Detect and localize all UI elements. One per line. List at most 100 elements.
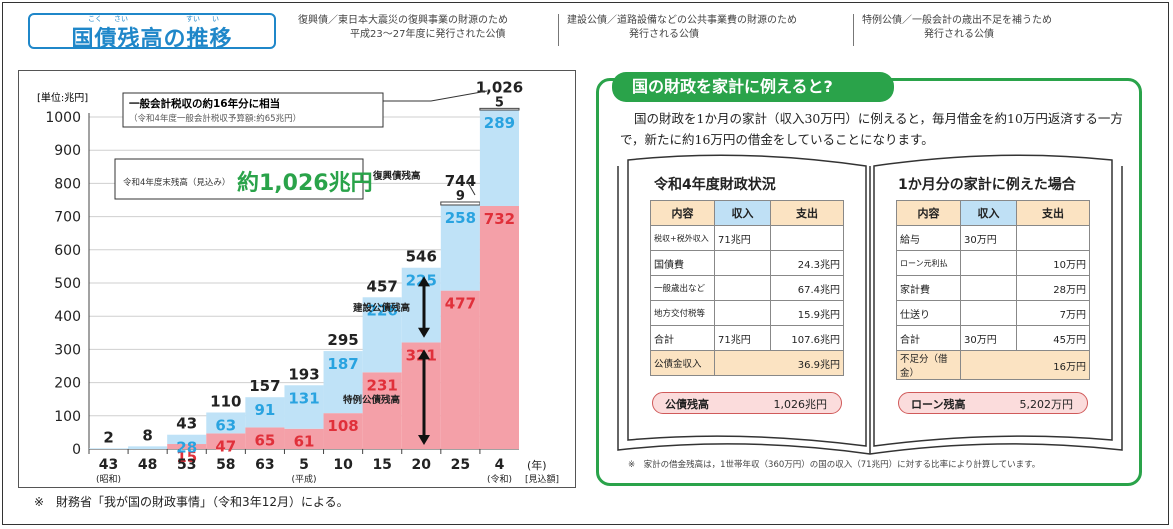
y-tick-label: 1000 — [45, 110, 81, 126]
bar-fukko — [479, 107, 520, 111]
bar-kensetsu — [206, 412, 246, 434]
x-tick-label: 53 — [177, 457, 196, 473]
label-total: 1,026 — [476, 78, 523, 96]
title-ruby-2: さい — [114, 15, 128, 23]
bar-tokurei — [362, 372, 402, 449]
callout-sub: （令和4年度一般会計税収予算額:約65兆円） — [129, 113, 301, 124]
callout-main: 一般会計税収の約16年分に相当 — [129, 97, 280, 110]
bar-kensetsu — [245, 397, 285, 428]
bar-kensetsu — [89, 448, 129, 449]
y-tick-label: 300 — [54, 342, 81, 358]
label-total: 744 — [445, 172, 476, 190]
table-header: 支出 — [770, 200, 844, 226]
bar-tokurei — [284, 428, 324, 449]
definition-line1: ／道路設備などの公共事業費の財源のため — [607, 15, 797, 26]
total-box — [114, 158, 364, 200]
x-tick-label: 63 — [255, 457, 274, 473]
x-tick-label: 48 — [138, 457, 157, 473]
definition-term: 特例公債 — [862, 15, 902, 26]
arrow-tokurei-head — [418, 349, 430, 360]
x-tick-label: 20 — [412, 457, 432, 473]
definition-line1: ／東日本大震災の復興事業の財源のため — [328, 15, 508, 26]
label-kensetsu: 28 — [176, 439, 197, 457]
x-suffix-2: [見込額] — [525, 473, 559, 485]
label-tokurei: 65 — [254, 431, 275, 449]
table-header: 収入 — [714, 200, 771, 226]
table-header: 内容 — [650, 200, 715, 226]
bar-tokurei — [401, 342, 441, 449]
y-tick-label: 900 — [54, 143, 81, 159]
table-row: 不足分（借金） 16万円 — [896, 350, 1090, 380]
annotation-kensetsu: 建設公債残高 — [352, 302, 411, 314]
y-tick-label: 600 — [54, 243, 81, 259]
table-row: ローン元利払 10万円 — [896, 250, 1090, 276]
title-box: こく さい すい い 国債残高の推移 — [28, 13, 276, 52]
balance-label: ローン残高 — [911, 398, 966, 411]
label-total: 43 — [176, 415, 197, 433]
bar-kensetsu — [284, 385, 324, 429]
arrow-kensetsu-tail — [418, 327, 430, 338]
bar-kensetsu — [323, 351, 363, 414]
bar-tokurei — [479, 205, 519, 449]
definition-fukko: 復興債／東日本大震災の復興事業の財源のため 平成23～27年度に発行された公債 — [298, 14, 508, 42]
label-kensetsu: 226 — [367, 301, 398, 319]
definition-term: 建設公債 — [567, 15, 607, 26]
bar-kensetsu — [479, 110, 519, 206]
era-label: (平成) — [291, 473, 316, 485]
label-tokurei: 732 — [484, 210, 515, 228]
bar-tokurei — [440, 290, 480, 449]
definition-line2: 発行される公債 — [629, 29, 699, 40]
label-total: 193 — [288, 365, 319, 383]
y-tick-label: 400 — [54, 309, 81, 325]
table-row: 合計 30万円 45万円 — [896, 325, 1090, 351]
y-tick-label: 700 — [54, 210, 81, 226]
label-tokurei: 108 — [327, 417, 358, 435]
table-row: 税収+税外収入 71兆円 — [650, 225, 844, 251]
balance-label: 公債残高 — [665, 398, 709, 411]
table-header: 内容 — [896, 200, 961, 226]
source-footnote: ※ 財務省「我が国の財政事情」（令和3年12月）による。 — [34, 495, 349, 509]
fukko-pointer — [466, 180, 476, 196]
label-tokurei: 61 — [294, 433, 315, 451]
bar-kensetsu — [440, 204, 480, 291]
label-kensetsu: 187 — [327, 355, 358, 373]
x-tick-label: 10 — [333, 457, 353, 473]
label-tokurei: 477 — [445, 295, 476, 313]
panel-note: ※ 家計の借金残高は，1世帯年収（360万円）の国の収入（71兆円）に対する比率… — [628, 460, 1041, 470]
definition-line2: 発行される公債 — [924, 29, 994, 40]
balance-value: 1,026兆円 — [773, 398, 828, 411]
era-label: (令和) — [487, 473, 512, 485]
era-label: (昭和) — [96, 474, 121, 485]
x-tick-label: 25 — [451, 457, 470, 473]
total-prefix: 令和4年度末残高（見込み） — [123, 177, 230, 188]
label-total: 2 — [103, 428, 113, 446]
table-row: 地方交付税等 15.9兆円 — [650, 300, 844, 326]
label-kensetsu: 289 — [484, 114, 515, 132]
x-tick-label: 58 — [216, 457, 235, 473]
debt-chart-frame: [単位:兆円] 0 100 200 300 400 500 600 700 800 900 1000 … — [18, 70, 576, 488]
x-tick-label: 5 — [299, 457, 309, 473]
bar-kensetsu — [362, 297, 402, 373]
panel-text: 国の財政を1か月の家計（収入30万円）に例えると，毎月借金を約10万円返済する一… — [620, 111, 1123, 147]
y-tick-label: 200 — [54, 376, 81, 392]
label-kensetsu: 91 — [254, 401, 275, 419]
label-total: 157 — [249, 377, 280, 395]
title-ruby-1: こく — [88, 15, 102, 23]
y-tick-label: 0 — [72, 442, 81, 458]
bar-tokurei — [323, 413, 363, 449]
unit-label: [単位:兆円] — [37, 91, 88, 104]
label-kensetsu: 225 — [406, 272, 437, 290]
label-total: 546 — [406, 248, 437, 266]
y-tick-label: 800 — [54, 176, 81, 192]
definition-tokurei: 特例公債／一般会計の歳出不足を補うため 発行される公債 — [862, 14, 1052, 42]
definition-term: 復興債 — [298, 15, 328, 26]
table-row: 公債金収入 36.9兆円 — [650, 350, 844, 376]
table-row: 合計 71兆円 107.6兆円 — [650, 325, 844, 351]
table-row: 給与 30万円 — [896, 225, 1090, 251]
annotation-fukko: 復興債残高 — [372, 170, 421, 182]
arrow-kensetsu-head — [418, 276, 430, 287]
left-book-title: 令和4年度財政状況 — [654, 177, 776, 193]
table-row: 一般歳出など 67.4兆円 — [650, 275, 844, 301]
label-total: 457 — [367, 277, 398, 295]
